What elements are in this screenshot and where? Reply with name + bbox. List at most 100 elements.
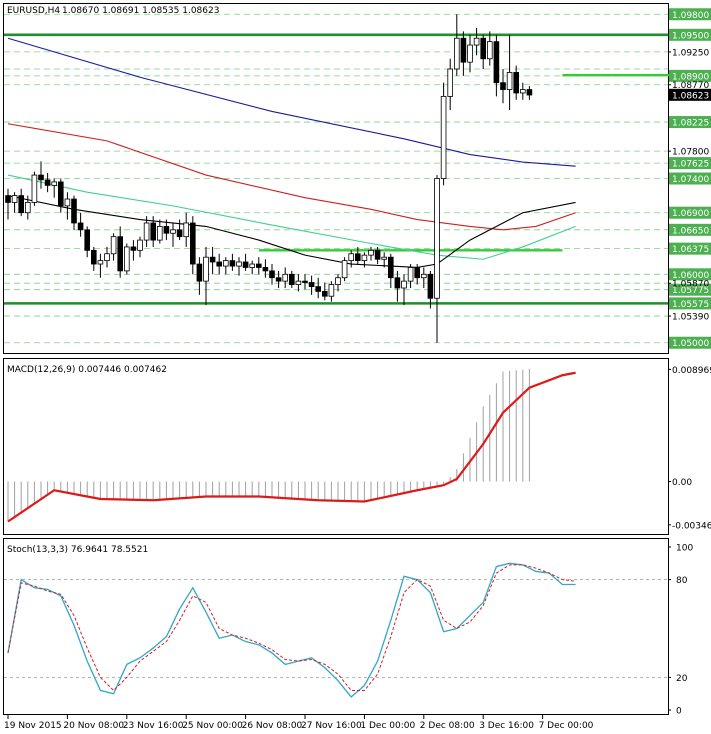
candle-body xyxy=(440,95,447,179)
candle-body xyxy=(170,229,176,234)
stoch-axis-label: 80 xyxy=(676,576,688,586)
candle-body xyxy=(486,41,493,60)
time-axis-label: 19 Nov 2015 xyxy=(4,721,62,731)
candle-body xyxy=(222,260,229,267)
price-level-tag-label: 1.07400 xyxy=(672,175,709,185)
stochastic-chart: 100 80 20 0 xyxy=(4,544,693,717)
price-level-tag xyxy=(669,283,711,296)
candle-body xyxy=(137,239,143,251)
candle-body xyxy=(31,174,38,203)
stoch-main-line xyxy=(7,562,576,698)
price-ohlc: 1.08670 1.08691 1.08535 1.08623 xyxy=(62,6,219,16)
price-level-tag xyxy=(669,8,711,21)
candle-body xyxy=(354,253,361,262)
candle-body xyxy=(480,37,486,60)
candle-body xyxy=(381,256,387,260)
candle-body xyxy=(203,256,209,282)
candle-body xyxy=(275,277,282,282)
price-level-tag-label: 1.05575 xyxy=(672,300,709,310)
candle-body xyxy=(473,37,480,46)
candle-body xyxy=(506,72,513,90)
price-level-tag xyxy=(669,268,711,281)
price-level-tag-label: 1.08900 xyxy=(672,72,709,82)
time-axis-label: 27 Nov 16:00 xyxy=(301,721,362,731)
price-level-tag xyxy=(669,28,711,41)
candle-body xyxy=(321,291,328,297)
candle-body xyxy=(216,261,223,267)
stoch-title: Stoch(13,3,3) 76.9641 78.5521 xyxy=(7,545,148,555)
moving-average-line xyxy=(7,174,576,260)
candle-body xyxy=(209,256,216,263)
candle-body xyxy=(335,277,341,285)
candle-body xyxy=(434,178,440,299)
price-level-tag xyxy=(669,116,711,129)
candle-body xyxy=(150,222,157,241)
price-level-tag xyxy=(669,206,711,219)
price-level-tag-label: 1.06900 xyxy=(672,209,709,219)
candle-body xyxy=(117,236,124,272)
candle-body xyxy=(427,273,434,299)
time-axis-label: 26 Nov 08:00 xyxy=(242,721,303,731)
macd-axis-label: 0.008969 xyxy=(672,366,711,376)
moving-average-line xyxy=(7,123,576,231)
candle-body xyxy=(229,260,236,267)
candle-body xyxy=(453,37,460,70)
price-level-tag xyxy=(669,223,711,236)
candle-body xyxy=(374,249,381,260)
candle-body xyxy=(11,195,18,203)
candle-body xyxy=(520,89,526,94)
candle-body xyxy=(84,229,91,251)
price-level-tag xyxy=(669,242,711,255)
candle-body xyxy=(361,254,368,262)
candle-body xyxy=(315,286,321,292)
candle-body xyxy=(513,72,519,94)
price-axis-label: 1.09250 xyxy=(672,48,709,58)
price-level-tag xyxy=(669,336,711,349)
candle-body xyxy=(255,263,262,268)
candle-body xyxy=(143,222,150,241)
price-level-tag xyxy=(669,172,711,185)
time-axis-label: 23 Nov 16:00 xyxy=(123,721,184,731)
price-level-tag-label: 1.06375 xyxy=(672,245,709,255)
candle-body xyxy=(24,202,31,214)
candle-body xyxy=(183,222,190,238)
time-axis-label: 3 Dec 16:00 xyxy=(479,721,534,731)
candle-body xyxy=(242,261,249,268)
stoch-axis-label: 20 xyxy=(676,674,688,684)
macd-axis-label: -0.003469 xyxy=(672,521,711,531)
candle-body xyxy=(18,195,24,214)
candle-body xyxy=(526,89,533,96)
candle-body xyxy=(38,174,44,181)
candle-body xyxy=(500,82,506,90)
candle-body xyxy=(368,249,374,256)
candle-body xyxy=(130,246,137,251)
candle-body xyxy=(493,41,500,84)
price-axis-label: 1.08770 xyxy=(672,81,709,91)
price-axis-label: 1.07800 xyxy=(672,148,709,158)
candle-body xyxy=(156,226,163,241)
candle-body xyxy=(104,253,110,262)
candle-body xyxy=(387,256,394,279)
candle-body xyxy=(341,260,348,279)
candle-body xyxy=(5,195,11,203)
price-level-tag-label: 1.06000 xyxy=(672,271,709,281)
candle-body xyxy=(460,37,467,63)
macd-signal-line xyxy=(7,371,576,523)
candle-body xyxy=(58,181,64,207)
stoch-axis-label: 100 xyxy=(676,544,693,554)
candle-body xyxy=(196,263,203,282)
candle-body xyxy=(189,222,196,265)
candle-body xyxy=(295,280,302,285)
price-level-tag xyxy=(669,297,711,310)
candle-body xyxy=(236,261,242,267)
price-level-tag xyxy=(669,157,711,170)
candle-body xyxy=(348,253,354,262)
price-chart: 1.09800 1.09500 1.08900 1.08623 1.08225 1.076… xyxy=(4,8,711,349)
time-axis-label: 20 Nov 08:00 xyxy=(63,721,124,731)
candle-body xyxy=(176,229,183,238)
candle-body xyxy=(249,263,256,268)
price-level-tag-label: 1.07625 xyxy=(672,160,709,170)
stoch-signal-line xyxy=(7,564,576,692)
moving-average-line xyxy=(7,37,576,167)
